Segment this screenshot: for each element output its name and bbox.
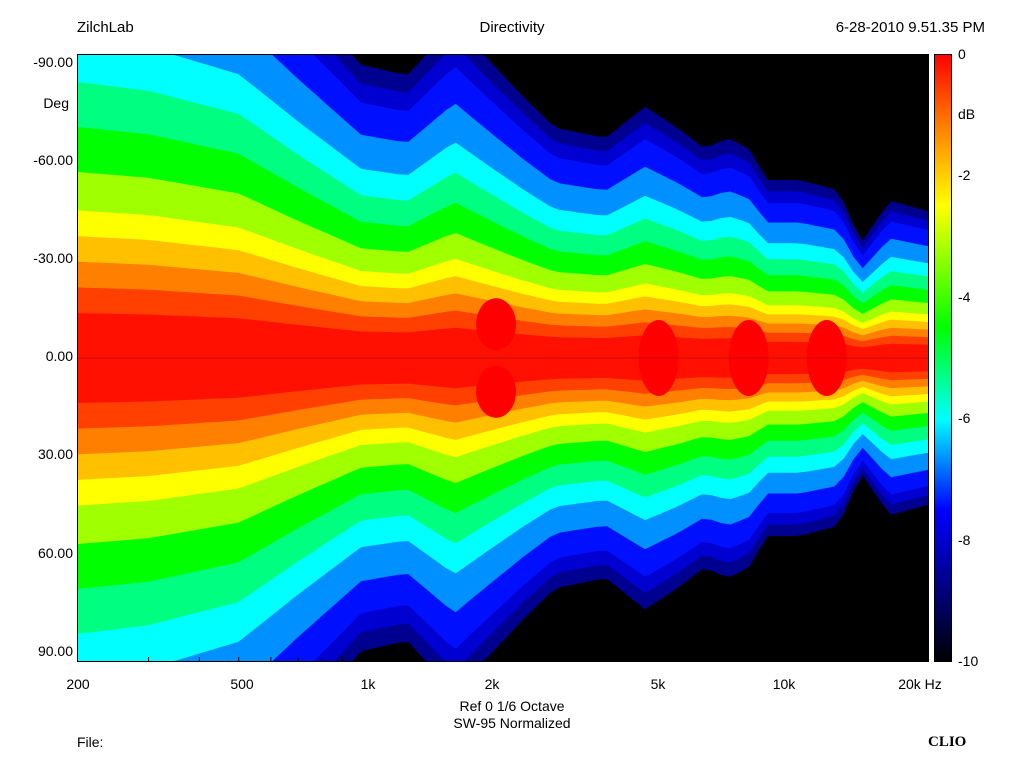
colorbar-tick-label: -6 xyxy=(958,410,971,426)
peak-lobe xyxy=(476,298,517,351)
y-tick-label: -60.00 xyxy=(33,152,73,168)
x-tick-label: 10k xyxy=(772,676,796,692)
colorbar-tick-label: -4 xyxy=(958,289,971,305)
file-label: File: xyxy=(77,734,104,750)
y-tick-label: 0.00 xyxy=(45,348,73,364)
colorbar-gradient xyxy=(934,54,952,662)
x-tick-label: 500 xyxy=(230,676,254,692)
x-tick-label: 20k Hz xyxy=(898,676,942,692)
footer-ref-info: Ref 0 1/6 Octave xyxy=(459,698,565,714)
y-tick-label: 90.00 xyxy=(37,643,73,659)
y-tick-label: 60.00 xyxy=(37,545,73,561)
header-timestamp: 6-28-2010 9.51.35 PM xyxy=(835,19,985,36)
x-tick-label: 1k xyxy=(360,676,376,692)
x-tick-label: 2k xyxy=(484,676,500,692)
x-tick-label: 200 xyxy=(66,676,90,692)
colorbar-frame xyxy=(934,54,952,662)
colorbar-tick-label: -2 xyxy=(958,167,971,183)
y-tick-label: -30.00 xyxy=(33,250,73,266)
plot-frame xyxy=(77,54,929,662)
peak-lobe xyxy=(476,365,517,418)
colorbar-tick-label: -10 xyxy=(958,653,979,669)
colorbar-tick-label: 0 xyxy=(958,46,966,62)
footer-source-name: SW-95 Normalized xyxy=(453,715,571,731)
header-left: ZilchLab xyxy=(77,19,134,36)
chart-title: Directivity xyxy=(479,19,545,36)
y-tick-label: 30.00 xyxy=(37,446,73,462)
y-axis-label: Deg xyxy=(43,95,69,111)
colorbar-tick-label: -8 xyxy=(958,532,971,548)
clio-logo: CLIO xyxy=(928,734,967,750)
colorbar-unit-label: dB xyxy=(958,106,976,122)
colorbar xyxy=(934,54,952,662)
directivity-plot xyxy=(77,54,929,662)
y-tick-label: -90.00 xyxy=(33,54,73,70)
x-tick-label: 5k xyxy=(650,676,666,692)
